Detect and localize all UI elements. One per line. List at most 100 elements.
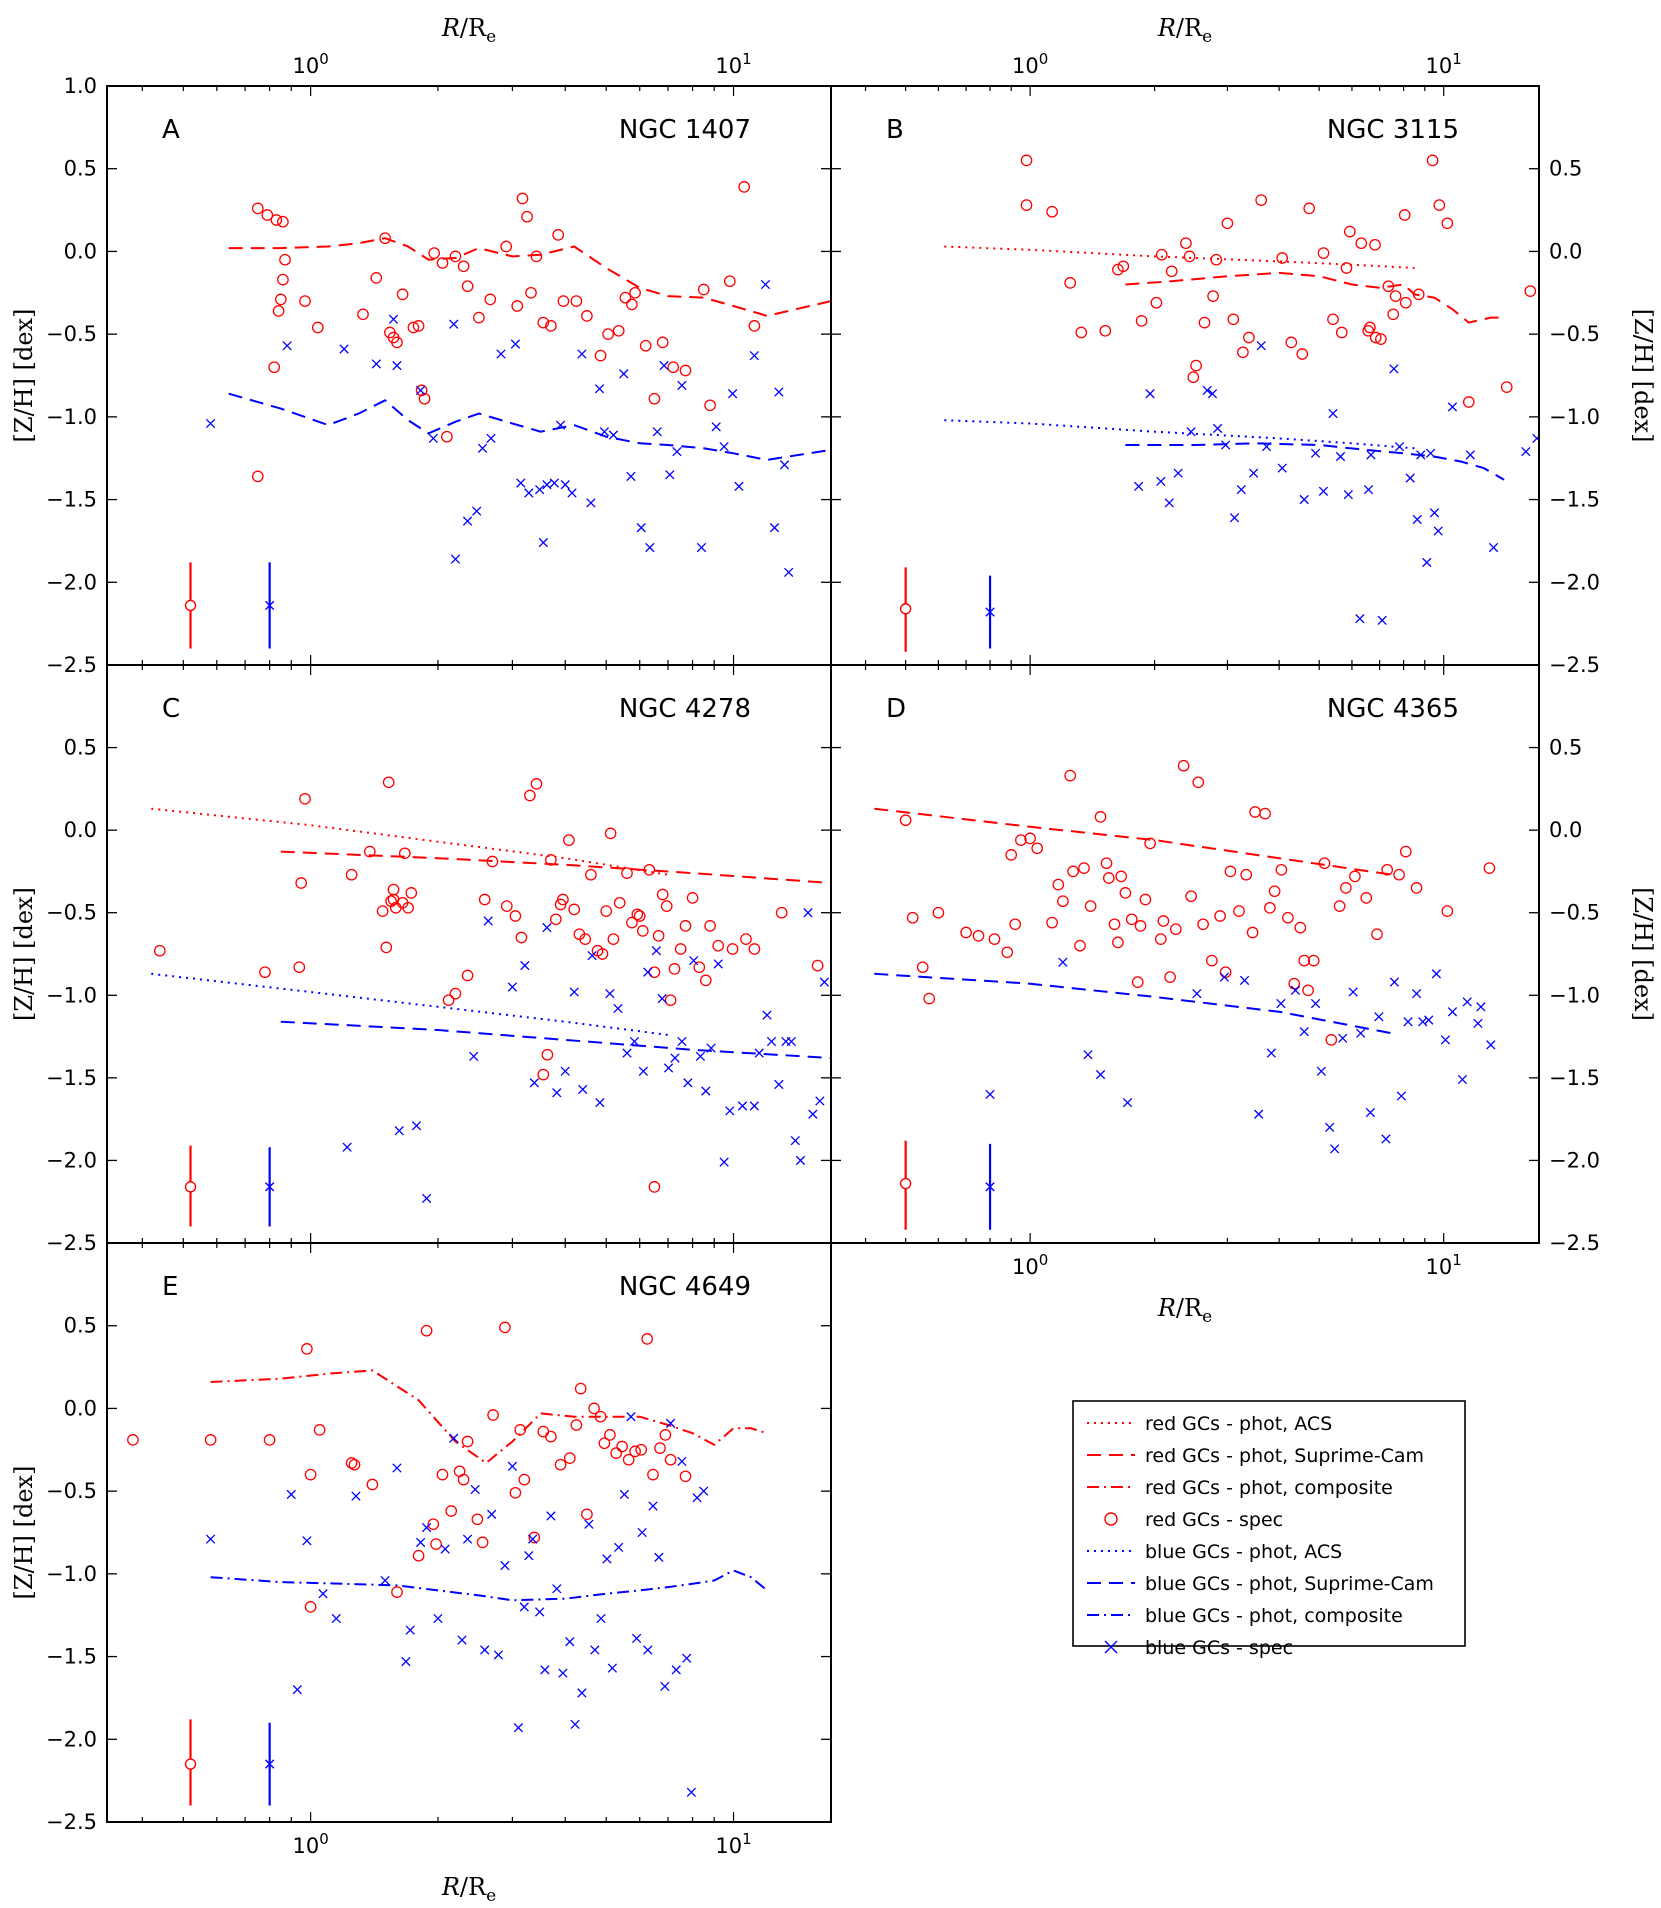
red-gc-point (1349, 870, 1361, 883)
red-gc-point (579, 933, 592, 945)
blue-gc-point (449, 319, 459, 329)
blue-gc-point (1299, 494, 1309, 505)
red-gc-point (471, 1513, 484, 1526)
blue-gc-point (683, 1078, 693, 1088)
blue-gc-point (1488, 542, 1499, 553)
blue-gc-point (528, 1534, 538, 1544)
blue-gc-point (671, 1665, 681, 1675)
red-gc-point (251, 470, 264, 483)
red-gc-point (525, 286, 537, 299)
plot-area (874, 759, 1496, 1230)
blue-gc-point (749, 1101, 760, 1111)
red-gc-point (515, 931, 528, 944)
red-gc-point (1389, 290, 1402, 302)
blue-gc-point (546, 1511, 556, 1521)
blue-gc-point (513, 1723, 524, 1733)
blue-gc-point (670, 1053, 680, 1063)
blue-gc-point (665, 1418, 676, 1428)
blue-gc-point (719, 1157, 729, 1167)
red-gc-point (1369, 238, 1381, 251)
red-gc-point (697, 283, 710, 296)
red-gc-point (268, 361, 281, 374)
red-gc-point (405, 887, 418, 899)
red-gc-point (427, 1518, 440, 1531)
red-gc-point (1100, 857, 1113, 870)
blue-gc-point (608, 430, 619, 440)
blue-gc-point (1328, 408, 1338, 419)
blue-gc-point (552, 1088, 562, 1098)
blue-gc-point (749, 350, 760, 361)
y-tick-label: −2.0 (46, 570, 97, 594)
red-gc-point (1296, 348, 1309, 360)
blue-gc-point (686, 1787, 697, 1797)
blue-gc-point (626, 1412, 636, 1422)
y-tick-label: −1.5 (1549, 488, 1600, 512)
blue-gc-point (1058, 957, 1068, 967)
blue-gc-point (701, 1086, 711, 1096)
panel-c: 0.5 0.0 −0.5 −1.0 −1.5 −2.0 −2.5 [Z/H] [dex] C NG… (10, 664, 832, 1255)
red-gc-point (626, 916, 638, 929)
blue-gc-point (725, 1106, 735, 1116)
blue-gc-point (519, 1602, 529, 1612)
blue-gc-point (401, 1656, 411, 1667)
red-gc-point (554, 1458, 567, 1471)
y-tick-label: 0.0 (64, 818, 97, 842)
red-gc-point (486, 855, 499, 868)
red-gc-point (311, 321, 324, 334)
blue-gc-point (595, 1097, 605, 1108)
blue-gc-point (586, 498, 596, 508)
y-tick-label: −2.0 (1549, 570, 1600, 594)
blue-gc-point (339, 344, 349, 354)
y-tick-label: −2.5 (1549, 1231, 1600, 1255)
blue-gc-point (629, 1036, 640, 1047)
blue-gc-point (1330, 1144, 1340, 1154)
blue-gc-point (1473, 1018, 1483, 1029)
blue-gc-point (1356, 1028, 1366, 1038)
red-gc-point (1303, 202, 1316, 215)
red-gc-point (1307, 954, 1320, 967)
blue-gc-point (415, 385, 426, 396)
red-gc-point (442, 994, 455, 1007)
red-gc-point (1364, 321, 1376, 334)
red-gc-point (391, 1586, 403, 1598)
blue-gc-point (713, 959, 723, 969)
blue-gc-point (1381, 1134, 1391, 1144)
x-axis-title: R/Re (441, 14, 496, 47)
red-gc-point (487, 1409, 499, 1421)
red-gc-point (568, 903, 581, 916)
red-gc-point (1227, 313, 1240, 326)
blue-gc-point (487, 1509, 497, 1519)
legend-box (1072, 1400, 1466, 1647)
x-tick-label: 101 (1426, 1251, 1462, 1279)
y-tick-label: −1.0 (46, 1562, 97, 1586)
red-gc-point (1462, 396, 1475, 408)
red-gc-point (348, 1458, 361, 1471)
red-gc-point (596, 948, 609, 960)
y-tick-label: −2.5 (46, 1810, 97, 1834)
red-gc-point (476, 1536, 489, 1549)
blue-gc-point (1173, 468, 1183, 478)
red-gc-point (428, 247, 441, 259)
red-gc-point (1197, 918, 1209, 931)
red-gc-point (1075, 326, 1088, 339)
red-gc-point (686, 892, 699, 904)
red-gc-point (654, 1442, 666, 1454)
red-gc-point (1500, 381, 1513, 393)
blue-gc-point (1405, 473, 1415, 483)
blue-gc-point (1310, 998, 1321, 1009)
y-axis-title: [Z/H] [dex] (1629, 887, 1657, 1021)
red-gc-point (656, 336, 669, 349)
red-gc-point (648, 1181, 661, 1193)
red-error-marker (184, 599, 197, 612)
red-gc-point (530, 778, 543, 790)
red-gc-point (1340, 262, 1353, 274)
red-gc-point (1165, 265, 1178, 278)
blue-gc-point (754, 1048, 764, 1058)
red-gc-point (775, 906, 788, 919)
red-gc-point (1084, 900, 1097, 912)
red-error-marker (184, 1758, 197, 1770)
red-gc-point (1259, 807, 1271, 820)
red-gc-point (679, 364, 692, 377)
blue-gc-point (405, 1625, 415, 1635)
blue-gc-point (594, 384, 605, 394)
